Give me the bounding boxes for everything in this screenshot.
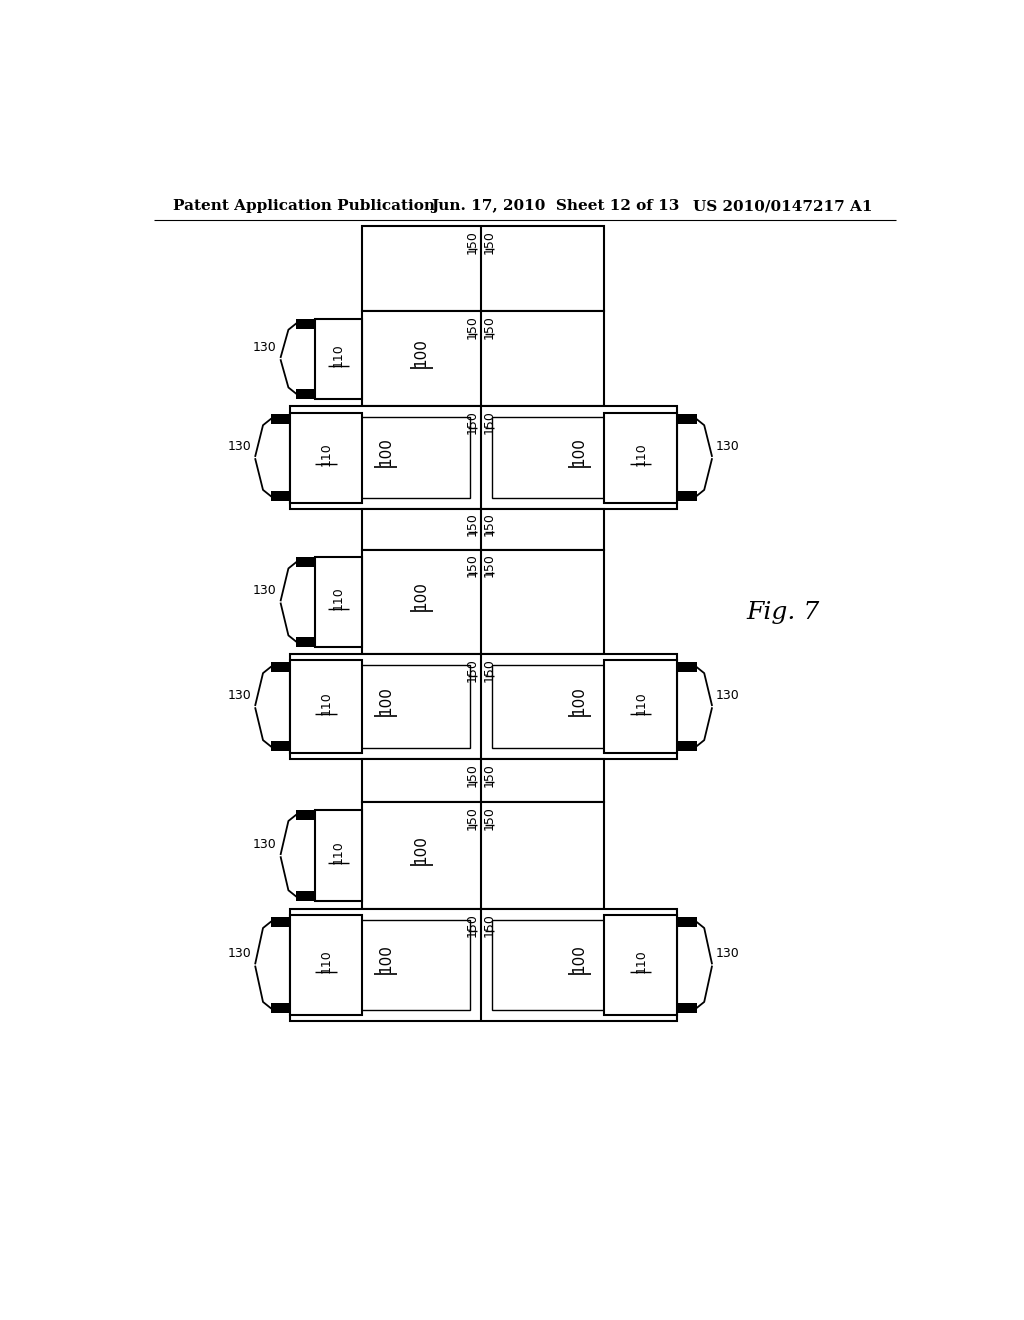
Bar (361, 312, 604, 407)
Text: 150: 150 (483, 512, 496, 536)
Bar (270, 1003, 290, 1014)
Text: 110: 110 (319, 949, 332, 973)
Text: 130: 130 (716, 948, 739, 961)
Bar (296, 636, 315, 647)
Text: 150: 150 (483, 807, 496, 830)
Bar (492, 665, 667, 748)
Text: 150: 150 (466, 314, 479, 339)
Text: 110: 110 (634, 690, 647, 714)
Text: 150: 150 (466, 553, 479, 577)
Text: Jun. 17, 2010  Sheet 12 of 13: Jun. 17, 2010 Sheet 12 of 13 (431, 199, 679, 213)
Bar (604, 915, 677, 1015)
Text: 100: 100 (571, 437, 587, 466)
Text: 130: 130 (716, 689, 739, 702)
Bar (270, 917, 290, 927)
Bar (315, 557, 361, 647)
Bar (301, 417, 470, 498)
Text: 130: 130 (253, 585, 276, 598)
Bar (677, 1003, 696, 1014)
Text: 150: 150 (466, 230, 479, 253)
Bar (270, 414, 290, 424)
Text: 110: 110 (634, 442, 647, 466)
Bar (296, 388, 315, 399)
Text: 100: 100 (571, 686, 587, 715)
Text: 150: 150 (466, 411, 479, 434)
Bar (361, 759, 604, 803)
Bar (315, 810, 361, 902)
Text: 150: 150 (466, 913, 479, 937)
Text: 100: 100 (414, 581, 429, 610)
Bar (270, 663, 290, 672)
Text: 130: 130 (253, 341, 276, 354)
Bar (270, 742, 290, 751)
Text: 110: 110 (319, 442, 332, 466)
Text: 150: 150 (466, 763, 479, 787)
Text: 150: 150 (483, 763, 496, 787)
Text: 150: 150 (483, 659, 496, 682)
Text: 150: 150 (466, 807, 479, 830)
Text: 130: 130 (253, 838, 276, 851)
Text: Patent Application Publication: Patent Application Publication (173, 199, 435, 213)
Text: 110: 110 (634, 949, 647, 973)
Text: 110: 110 (332, 343, 345, 367)
Text: US 2010/0147217 A1: US 2010/0147217 A1 (692, 199, 872, 213)
Bar (361, 508, 604, 549)
Text: 130: 130 (227, 689, 252, 702)
Text: 150: 150 (483, 913, 496, 937)
Bar (604, 660, 677, 752)
Text: 110: 110 (319, 690, 332, 714)
Text: 150: 150 (483, 411, 496, 434)
Bar (290, 655, 677, 759)
Bar (677, 491, 696, 502)
Text: Fig. 7: Fig. 7 (746, 601, 820, 624)
Text: 150: 150 (483, 314, 496, 339)
Bar (301, 665, 470, 748)
Bar (677, 663, 696, 672)
Bar (361, 226, 604, 312)
Bar (296, 557, 315, 568)
Bar (677, 742, 696, 751)
Text: 150: 150 (483, 553, 496, 577)
Bar (296, 891, 315, 902)
Text: 110: 110 (332, 840, 345, 863)
Bar (677, 917, 696, 927)
Bar (290, 660, 361, 752)
Text: 100: 100 (414, 836, 429, 863)
Text: 130: 130 (227, 440, 252, 453)
Text: 100: 100 (378, 437, 393, 466)
Bar (290, 915, 361, 1015)
Bar (604, 413, 677, 503)
Bar (677, 414, 696, 424)
Text: 100: 100 (378, 944, 393, 973)
Bar (361, 803, 604, 909)
Text: 150: 150 (483, 230, 496, 253)
Bar (270, 491, 290, 502)
Text: 130: 130 (716, 440, 739, 453)
Bar (296, 318, 315, 329)
Bar (290, 413, 361, 503)
Bar (315, 318, 361, 399)
Text: 100: 100 (378, 686, 393, 715)
Bar (301, 920, 470, 1010)
Text: 150: 150 (466, 659, 479, 682)
Bar (492, 417, 667, 498)
Bar (361, 549, 604, 655)
Text: 110: 110 (332, 586, 345, 610)
Text: 100: 100 (414, 338, 429, 367)
Text: 100: 100 (571, 944, 587, 973)
Bar (290, 909, 677, 1020)
Bar (296, 810, 315, 820)
Text: 150: 150 (466, 512, 479, 536)
Bar (290, 407, 677, 508)
Bar (492, 920, 667, 1010)
Text: 130: 130 (227, 948, 252, 961)
